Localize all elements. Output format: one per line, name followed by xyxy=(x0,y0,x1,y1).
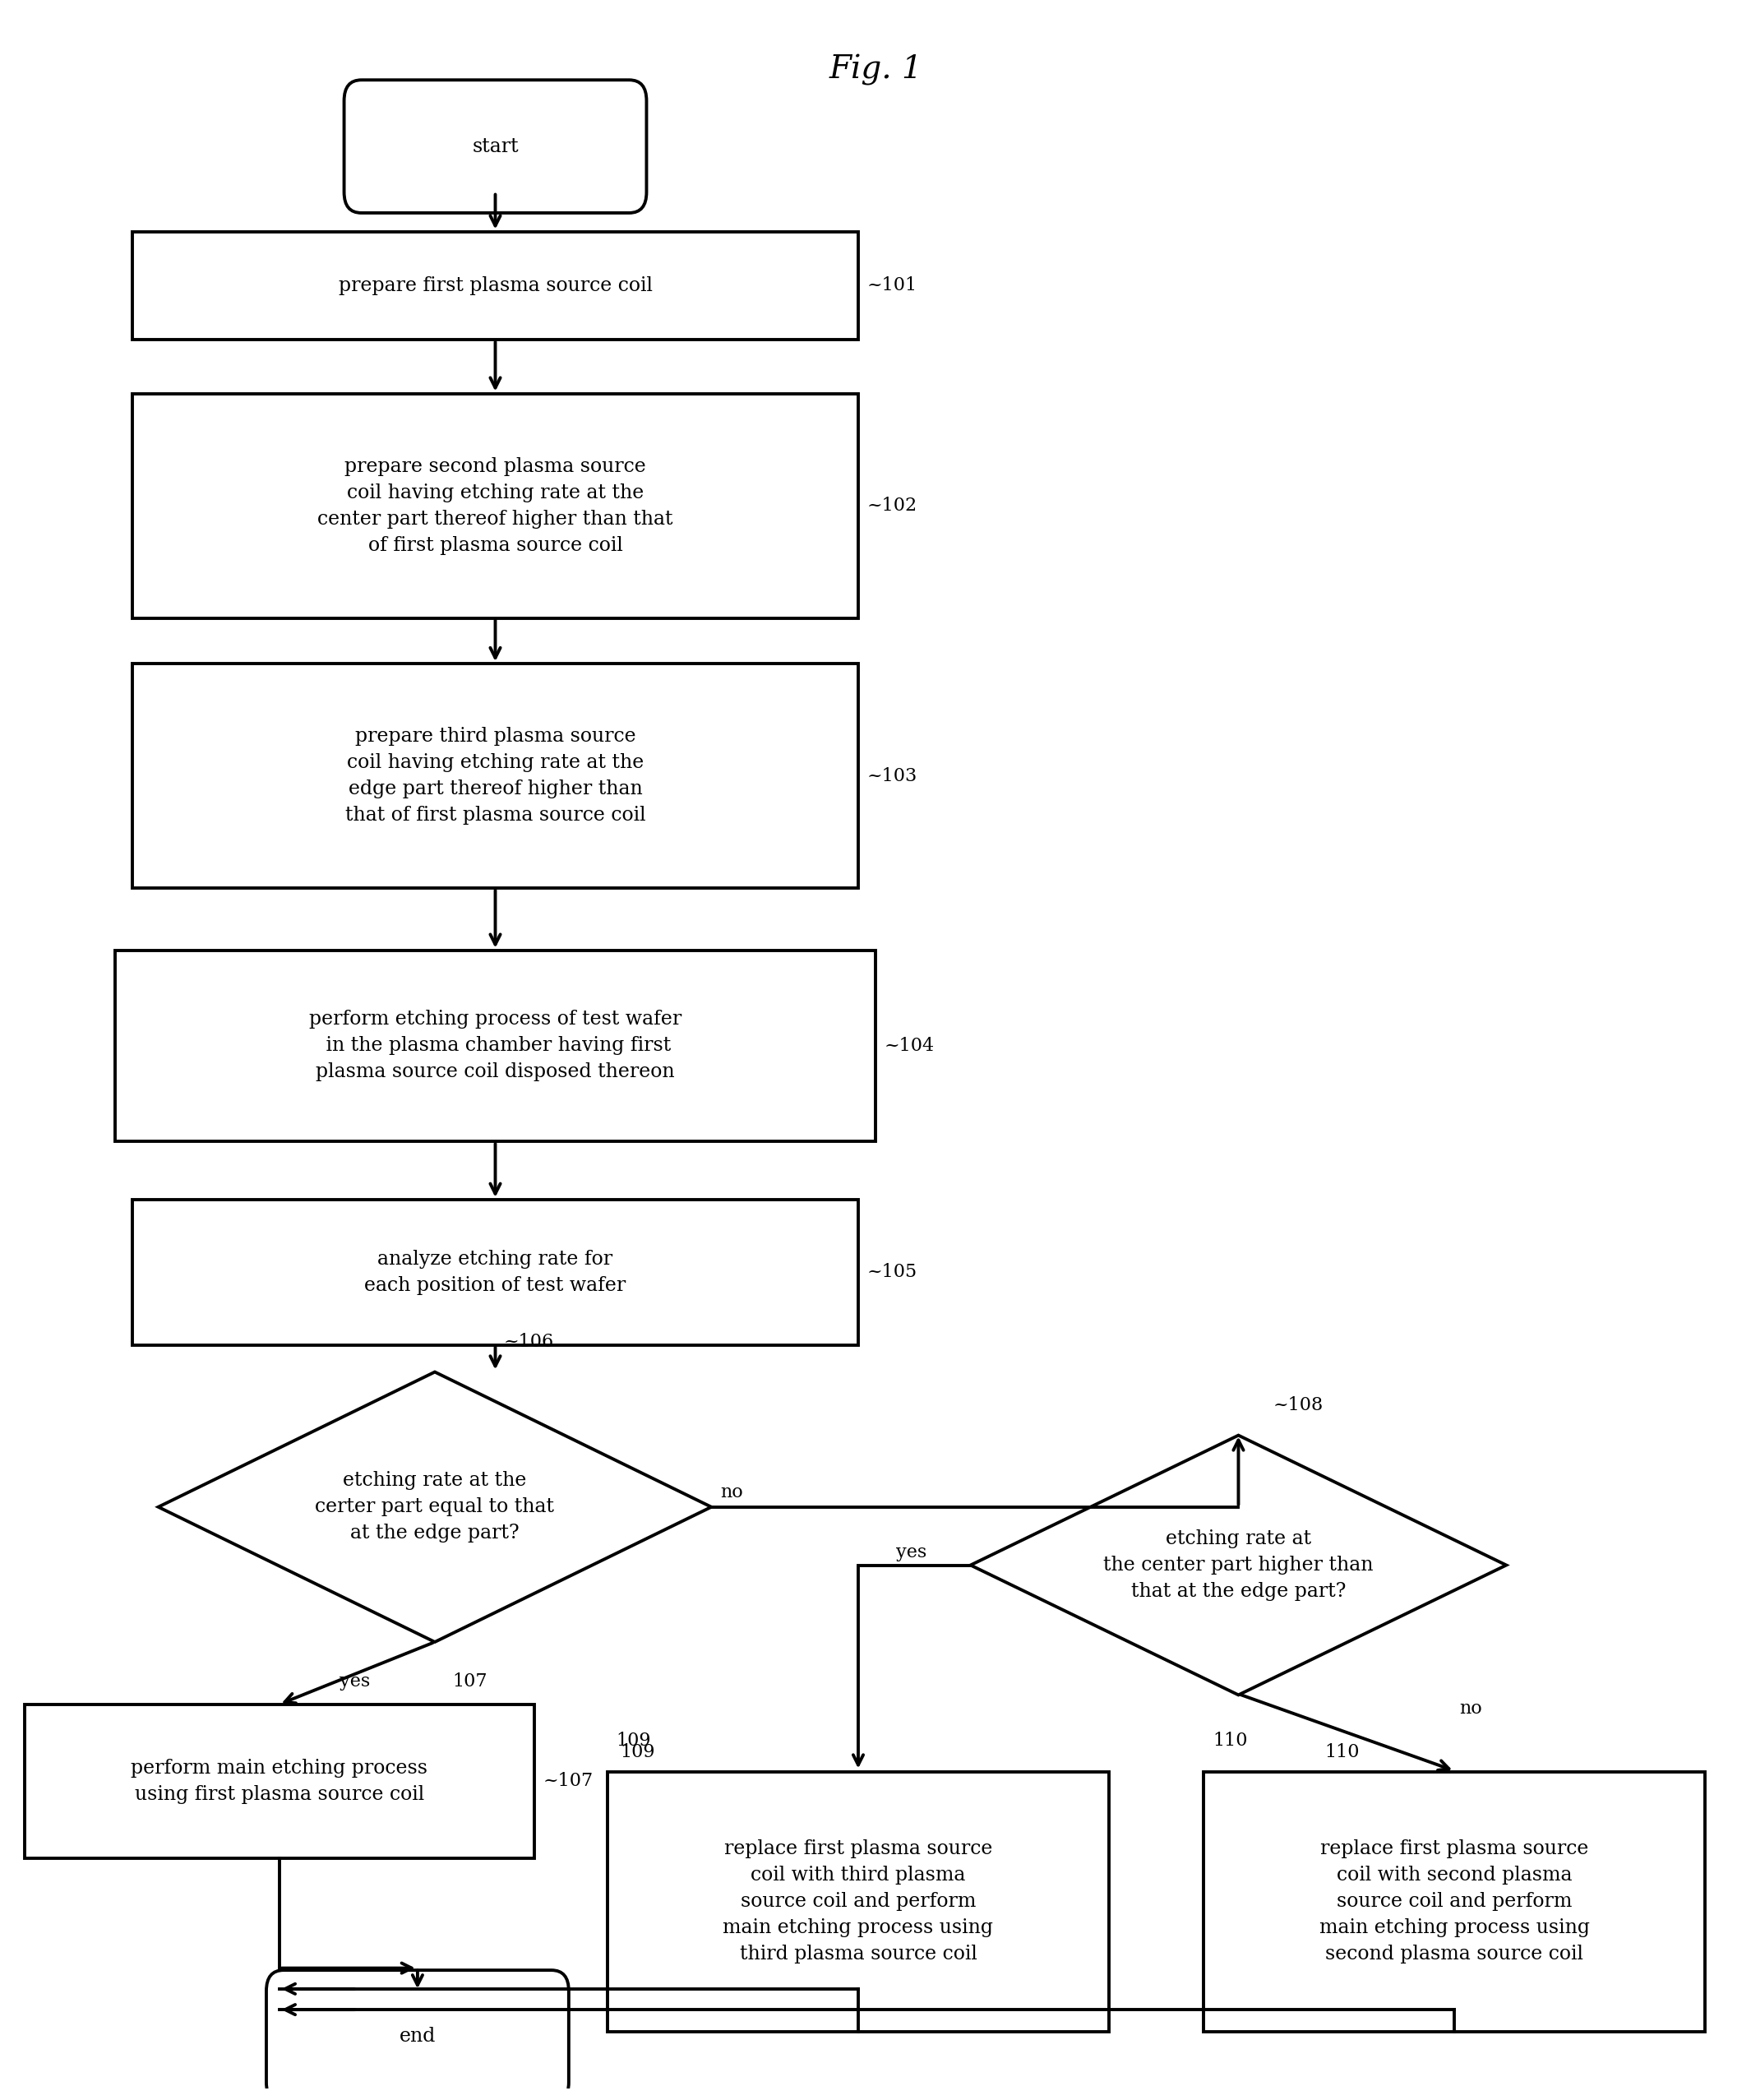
Text: end: end xyxy=(399,2026,436,2045)
Text: ~101: ~101 xyxy=(867,277,918,294)
Bar xyxy=(133,231,858,340)
Text: yes: yes xyxy=(340,1672,371,1691)
Bar xyxy=(133,393,858,617)
Text: ~107: ~107 xyxy=(543,1772,594,1789)
Text: prepare third plasma source
coil having etching rate at the
edge part thereof hi: prepare third plasma source coil having … xyxy=(345,727,646,825)
Text: ~105: ~105 xyxy=(867,1264,918,1281)
Text: etching rate at
the center part higher than
that at the edge part?: etching rate at the center part higher t… xyxy=(1103,1529,1373,1600)
Text: 110: 110 xyxy=(1326,1743,1361,1762)
Bar xyxy=(608,1772,1108,2031)
Bar xyxy=(116,951,876,1142)
Text: replace first plasma source
coil with second plasma
source coil and perform
main: replace first plasma source coil with se… xyxy=(1319,1840,1590,1964)
Text: etching rate at the
certer part equal to that
at the edge part?: etching rate at the certer part equal to… xyxy=(315,1472,555,1543)
Bar xyxy=(133,664,858,888)
Text: prepare second plasma source
coil having etching rate at the
center part thereof: prepare second plasma source coil having… xyxy=(317,458,672,554)
FancyBboxPatch shape xyxy=(266,1970,569,2100)
Text: prepare first plasma source coil: prepare first plasma source coil xyxy=(338,275,653,296)
Text: ~106: ~106 xyxy=(504,1334,555,1350)
Text: no: no xyxy=(720,1483,742,1501)
Text: start: start xyxy=(473,136,518,155)
Bar xyxy=(1205,1772,1705,2031)
Text: ~103: ~103 xyxy=(867,766,918,785)
Text: ~104: ~104 xyxy=(884,1037,935,1054)
FancyBboxPatch shape xyxy=(345,80,646,212)
Polygon shape xyxy=(158,1371,711,1642)
Text: ~102: ~102 xyxy=(867,498,918,514)
Bar xyxy=(133,1199,858,1344)
Text: replace first plasma source
coil with third plasma
source coil and perform
main : replace first plasma source coil with th… xyxy=(723,1840,993,1964)
Polygon shape xyxy=(970,1434,1506,1695)
Text: yes: yes xyxy=(897,1544,926,1562)
Text: 107: 107 xyxy=(452,1672,487,1691)
Text: perform main etching process
using first plasma source coil: perform main etching process using first… xyxy=(131,1758,427,1804)
Text: analyze etching rate for
each position of test wafer: analyze etching rate for each position o… xyxy=(364,1249,627,1296)
Text: 109: 109 xyxy=(620,1743,655,1762)
Text: perform etching process of test wafer
 in the plasma chamber having first
plasma: perform etching process of test wafer in… xyxy=(308,1010,681,1082)
Bar xyxy=(25,1705,534,1858)
Text: no: no xyxy=(1460,1699,1483,1718)
Text: ~108: ~108 xyxy=(1273,1396,1324,1415)
Text: Fig. 1: Fig. 1 xyxy=(828,55,923,86)
Text: 110: 110 xyxy=(1212,1732,1247,1749)
Text: 109: 109 xyxy=(616,1732,651,1749)
